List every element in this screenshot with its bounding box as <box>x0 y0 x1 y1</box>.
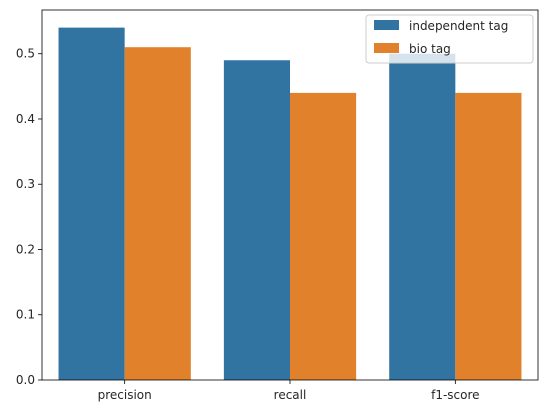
legend-swatch-bio-tag <box>374 43 399 53</box>
y-tick-label: 0.5 <box>16 47 35 61</box>
y-tick-label: 0.2 <box>16 242 35 256</box>
legend-frame <box>365 14 534 64</box>
bar-independent-tag-precision <box>58 27 125 380</box>
bar-independent-tag-f1-score <box>389 53 456 380</box>
bars-group <box>58 27 522 380</box>
legend-swatch-independent-tag <box>374 20 399 30</box>
y-tick-label: 0.4 <box>16 112 35 126</box>
x-tick-label-precision: precision <box>98 388 152 402</box>
x-tick-label-f1-score: f1-score <box>431 388 479 402</box>
x-tick-label-recall: recall <box>274 388 307 402</box>
bar-independent-tag-recall <box>223 60 290 380</box>
y-tick-label: 0.3 <box>16 177 35 191</box>
bar-bio-tag-precision <box>124 47 191 380</box>
y-tick-label: 0.1 <box>16 308 35 322</box>
legend-label-independent-tag: independent tag <box>409 19 508 33</box>
bar-bio-tag-f1-score <box>455 92 522 380</box>
legend: independent tag bio tag <box>365 14 534 64</box>
legend-label-bio-tag: bio tag <box>409 42 451 56</box>
x-axis: precision recall f1-score <box>98 380 480 402</box>
y-axis: 0.0 0.1 0.2 0.3 0.4 0.5 <box>16 47 42 387</box>
bar-bio-tag-recall <box>290 92 357 380</box>
y-tick-label: 0.0 <box>16 373 35 387</box>
